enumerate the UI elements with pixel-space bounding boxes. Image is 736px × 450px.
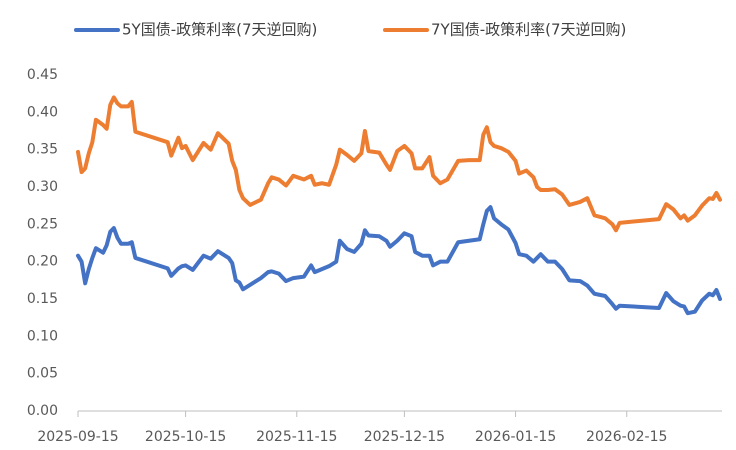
y-tick-label: 0.15 xyxy=(27,291,58,307)
y-tick-label: 0.30 xyxy=(27,179,58,195)
y-tick-label: 0.10 xyxy=(27,328,58,344)
x-tick-label: 2025-09-15 xyxy=(37,429,118,445)
y-tick-label: 0.05 xyxy=(27,366,58,382)
x-tick-label: 2025-12-15 xyxy=(364,429,445,445)
x-tick-label: 2025-10-15 xyxy=(145,429,226,445)
x-tick-label: 2026-01-15 xyxy=(475,429,556,445)
series-line xyxy=(76,205,722,316)
series-line xyxy=(76,95,722,233)
y-tick-label: 0.25 xyxy=(27,216,58,232)
y-tick-label: 0.00 xyxy=(27,403,58,419)
legend-label: 7Y国债-政策利率(7天逆回购) xyxy=(431,21,626,39)
y-tick-label: 0.40 xyxy=(27,104,58,120)
legend-label: 5Y国债-政策利率(7天逆回购) xyxy=(122,21,317,39)
x-tick-label: 2026-02-15 xyxy=(586,429,667,445)
x-tick-label: 2025-11-15 xyxy=(256,429,337,445)
y-tick-label: 0.20 xyxy=(27,254,58,270)
y-tick-label: 0.35 xyxy=(27,142,58,158)
y-tick-label: 0.45 xyxy=(27,67,58,83)
